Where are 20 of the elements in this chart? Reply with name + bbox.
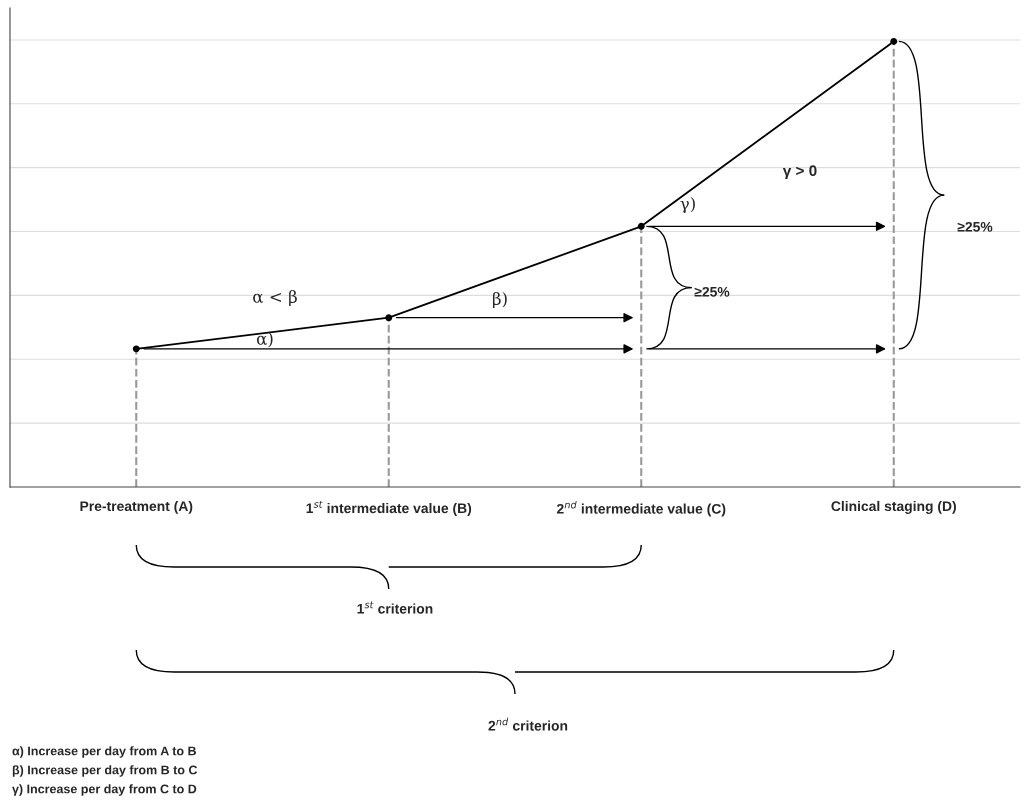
text: α) Increase per day from A to B bbox=[12, 746, 196, 758]
x-tick-label: Clinical staging (D) bbox=[831, 500, 956, 514]
text: γ) Increase per day from C to D bbox=[12, 784, 197, 796]
annotation: α < β bbox=[253, 289, 297, 307]
point bbox=[132, 345, 140, 353]
point bbox=[890, 37, 898, 45]
x-tick-label: 2$^{nd}$ intermediate value (C) bbox=[556, 500, 726, 517]
x-tick-label: Pre-treatment (A) bbox=[80, 500, 193, 514]
annotation: β) bbox=[492, 291, 507, 309]
annotation: γ > 0 bbox=[782, 165, 817, 180]
text: 1$^{st}$ criterion bbox=[357, 601, 433, 614]
annotation: γ) bbox=[680, 196, 695, 214]
point bbox=[385, 314, 393, 322]
text: β) Increase per day from B to C bbox=[12, 765, 198, 777]
annotation: ≥25% bbox=[957, 221, 993, 232]
x-tick-label: 1$^{st}$ intermediate value (B) bbox=[306, 500, 472, 516]
point bbox=[637, 222, 645, 230]
text: 2$^{nd}$ criterion bbox=[488, 717, 568, 731]
annotation: α) bbox=[256, 331, 273, 348]
annotation: ≥25% bbox=[694, 286, 730, 297]
